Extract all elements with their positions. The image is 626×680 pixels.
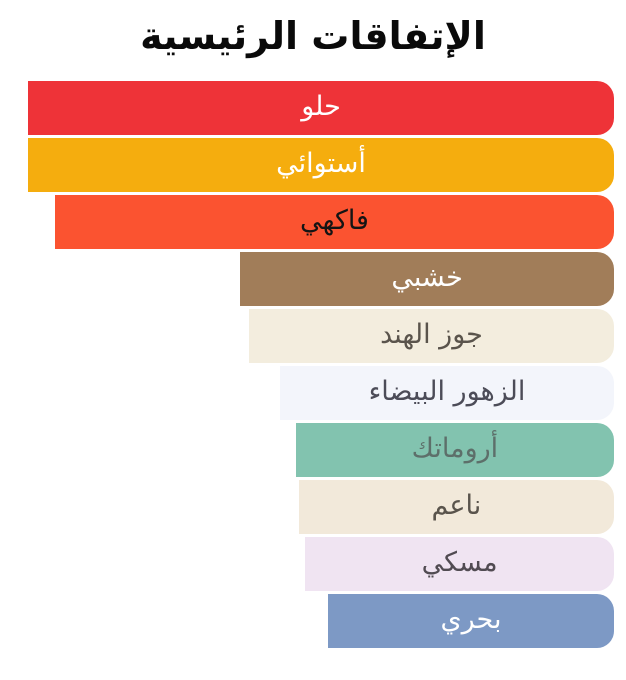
accord-row: حلو <box>28 81 614 136</box>
accords-bar-chart: حلو أستوائي فاكهي خشبي جوز الهند الزهور … <box>0 81 626 649</box>
accord-bar: جوز الهند <box>248 309 614 364</box>
accord-row: ناعم <box>28 480 614 535</box>
accord-bar: خشبي <box>240 252 614 307</box>
accord-row: جوز الهند <box>28 309 614 364</box>
accord-bar: أستوائي <box>28 138 614 193</box>
accord-bar: بحري <box>328 594 614 649</box>
main-accords-panel: الإتفاقات الرئيسية حلو أستوائي فاكهي خشب… <box>0 12 626 680</box>
accord-label: أروماتك <box>411 432 499 464</box>
accord-label: ناعم <box>431 489 482 521</box>
accord-label: الزهور البيضاء <box>368 375 526 407</box>
accord-label: مسكي <box>421 546 498 578</box>
accord-bar: مسكي <box>305 537 614 592</box>
accord-label: خشبي <box>391 261 463 293</box>
accord-bar: الزهور البيضاء <box>279 366 614 421</box>
accord-bar: أروماتك <box>295 423 614 478</box>
chart-title: الإتفاقات الرئيسية <box>140 14 486 58</box>
accord-label: فاكهي <box>300 204 369 236</box>
accord-row: فاكهي <box>28 195 614 250</box>
accord-row: بحري <box>28 594 614 649</box>
accord-row: أستوائي <box>28 138 614 193</box>
accord-bar: ناعم <box>298 480 614 535</box>
accord-label: حلو <box>301 90 341 122</box>
accord-bar: حلو <box>28 81 614 136</box>
accord-label: بحري <box>440 603 502 635</box>
accord-row: الزهور البيضاء <box>28 366 614 421</box>
accord-label: أستوائي <box>276 147 366 179</box>
accord-label: جوز الهند <box>380 318 483 350</box>
accord-row: أروماتك <box>28 423 614 478</box>
accord-row: خشبي <box>28 252 614 307</box>
accord-bar: فاكهي <box>54 195 614 250</box>
accord-row: مسكي <box>28 537 614 592</box>
